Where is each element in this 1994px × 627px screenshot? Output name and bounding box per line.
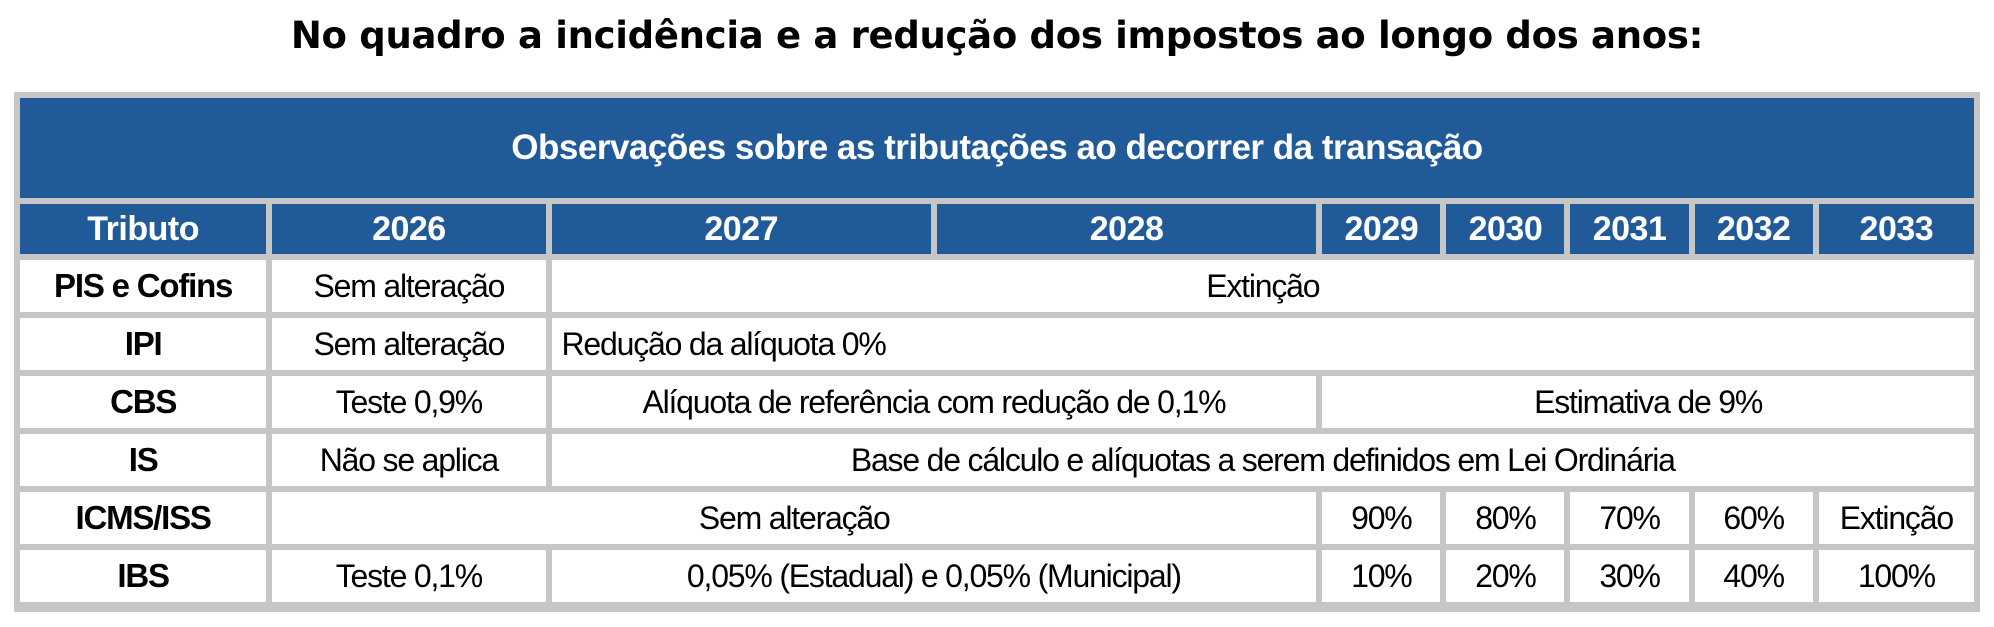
row-cbs: CBS Teste 0,9% Alíquota de referência co… bbox=[20, 376, 1974, 428]
header-2027: 2027 bbox=[551, 204, 931, 254]
cell-2027-2028: 0,05% (Estadual) e 0,05% (Municipal) bbox=[551, 550, 1317, 602]
header-tributo: Tributo bbox=[20, 204, 267, 254]
tax-table-frame: Observações sobre as tributações ao deco… bbox=[14, 92, 1980, 612]
cell-2030: 80% bbox=[1446, 492, 1565, 544]
header-2029: 2029 bbox=[1322, 204, 1441, 254]
cell-2031: 30% bbox=[1570, 550, 1689, 602]
row-ipi: IPI Sem alteração Redução da alíquota 0% bbox=[20, 318, 1974, 370]
cell-2027-2028: Alíquota de referência com redução de 0,… bbox=[551, 376, 1317, 428]
page-title: No quadro a incidência e a redução dos i… bbox=[290, 14, 1704, 57]
cell-2026: Teste 0,1% bbox=[272, 550, 546, 602]
row-name: IPI bbox=[20, 318, 267, 370]
cell-2027-2033: Base de cálculo e alíquotas a serem defi… bbox=[551, 434, 1974, 486]
tax-table: Observações sobre as tributações ao deco… bbox=[14, 92, 1980, 608]
cell-2027-2033: Extinção bbox=[551, 260, 1974, 312]
cell-2026: Não se aplica bbox=[272, 434, 546, 486]
cell-2029: 10% bbox=[1322, 550, 1441, 602]
cell-2032: 40% bbox=[1694, 550, 1813, 602]
header-2030: 2030 bbox=[1446, 204, 1565, 254]
cell-2030: 20% bbox=[1446, 550, 1565, 602]
cell-2033: Extinção bbox=[1818, 492, 1974, 544]
cell-2029-2033: Estimativa de 9% bbox=[1322, 376, 1974, 428]
header-row: Tributo 2026 2027 2028 2029 2030 2031 20… bbox=[20, 204, 1974, 254]
row-is: IS Não se aplica Base de cálculo e alíqu… bbox=[20, 434, 1974, 486]
header-2032: 2032 bbox=[1694, 204, 1813, 254]
header-2026: 2026 bbox=[272, 204, 546, 254]
cell-2031: 70% bbox=[1570, 492, 1689, 544]
cell-2026-2028: Sem alteração bbox=[272, 492, 1317, 544]
row-name: ICMS/ISS bbox=[20, 492, 267, 544]
row-icms-iss: ICMS/ISS Sem alteração 90% 80% 70% 60% E… bbox=[20, 492, 1974, 544]
header-2033: 2033 bbox=[1818, 204, 1974, 254]
row-pis-cofins: PIS e Cofins Sem alteração Extinção bbox=[20, 260, 1974, 312]
cell-2033: 100% bbox=[1818, 550, 1974, 602]
row-ibs: IBS Teste 0,1% 0,05% (Estadual) e 0,05% … bbox=[20, 550, 1974, 602]
header-2031: 2031 bbox=[1570, 204, 1689, 254]
row-name: PIS e Cofins bbox=[20, 260, 267, 312]
row-name: IS bbox=[20, 434, 267, 486]
header-2028: 2028 bbox=[936, 204, 1317, 254]
cell-2027-2033: Redução da alíquota 0% bbox=[551, 318, 1974, 370]
row-name: CBS bbox=[20, 376, 267, 428]
cell-2032: 60% bbox=[1694, 492, 1813, 544]
cell-2029: 90% bbox=[1322, 492, 1441, 544]
cell-2026: Sem alteração bbox=[272, 260, 546, 312]
row-name: IBS bbox=[20, 550, 267, 602]
cell-2026: Teste 0,9% bbox=[272, 376, 546, 428]
cell-2026: Sem alteração bbox=[272, 318, 546, 370]
table-banner: Observações sobre as tributações ao deco… bbox=[20, 98, 1974, 198]
